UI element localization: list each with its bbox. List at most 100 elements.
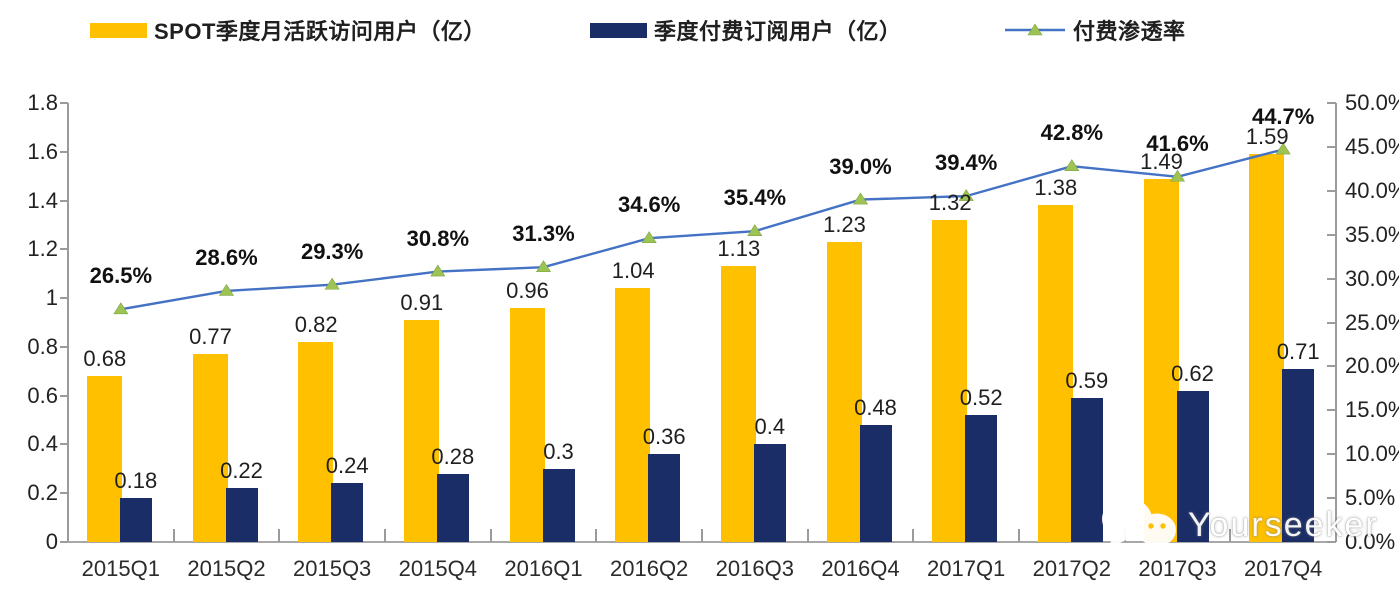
line-marker-icon <box>324 277 340 290</box>
left-axis-tick <box>60 150 68 153</box>
left-axis-tick-label: 0.6 <box>27 382 58 408</box>
bar-subs <box>436 473 469 542</box>
line-marker-icon <box>535 260 552 272</box>
left-axis-tick <box>60 443 68 446</box>
bar-value-label-subs: 0.24 <box>325 453 369 479</box>
right-axis-tick <box>1327 453 1336 456</box>
right-axis-tick-label: 45.0% <box>1345 133 1399 159</box>
right-axis-tick-label: 0.0% <box>1345 529 1396 554</box>
line-marker-icon <box>218 283 235 296</box>
line-marker-icon <box>1005 22 1065 38</box>
x-axis-category-label: 2016Q3 <box>715 556 794 581</box>
right-axis-tick-label: 40.0% <box>1345 177 1399 203</box>
bar-value-label-mau: 0.82 <box>294 312 338 337</box>
x-axis-tick <box>489 529 492 542</box>
line-marker-icon <box>430 264 446 277</box>
wechat-icon <box>1100 496 1178 554</box>
left-axis-tick <box>60 199 68 202</box>
left-axis-tick-label: 0.4 <box>27 431 58 457</box>
bar-subs <box>1282 368 1315 542</box>
watermark: Yourseeker <box>1100 496 1379 554</box>
bar-value-label-mau: 1.13 <box>717 236 761 262</box>
x-axis-category-label: 2015Q3 <box>293 556 372 581</box>
left-axis-tick-label: 1.4 <box>27 187 58 213</box>
bar-mau <box>615 288 651 542</box>
right-axis-tick <box>1327 541 1336 543</box>
right-axis-tick <box>1327 145 1336 148</box>
penetration-label: 35.4% <box>723 185 787 211</box>
bar-value-label-subs: 0.59 <box>1065 368 1109 394</box>
penetration-label: 31.3% <box>512 221 575 247</box>
right-axis-tick-label: 20.0% <box>1345 353 1399 379</box>
left-axis-tick-label: 0 <box>45 529 58 554</box>
right-axis-tick-label: 30.0% <box>1345 265 1399 291</box>
x-axis-tick <box>384 529 386 542</box>
left-axis-line <box>67 103 69 542</box>
right-axis-tick-label: 5.0% <box>1345 485 1396 511</box>
left-axis-tick-label: 1.2 <box>27 236 58 262</box>
left-axis-tick <box>60 345 68 348</box>
x-axis-category-label: 2015Q2 <box>187 556 266 581</box>
left-axis-tick <box>60 541 68 543</box>
penetration-label: 39.4% <box>934 150 998 176</box>
bar-value-label-mau: 1.04 <box>611 258 655 284</box>
right-axis-tick <box>1327 409 1336 412</box>
line-marker-icon <box>113 302 129 315</box>
bar-mau <box>298 342 334 542</box>
right-axis-tick-label: 50.0% <box>1345 90 1399 115</box>
x-axis-category-label: 2017Q1 <box>927 556 1006 581</box>
penetration-label: 42.8% <box>1040 120 1104 146</box>
bar-value-label-subs: 0.52 <box>959 385 1003 411</box>
right-axis-tick-label: 25.0% <box>1345 309 1399 335</box>
watermark-text: Yourseeker <box>1188 505 1379 544</box>
x-axis-category-label: 2016Q2 <box>610 556 689 581</box>
x-axis-category-label: 2017Q2 <box>1032 556 1111 581</box>
right-axis-tick <box>1327 277 1336 280</box>
bar-mau <box>509 307 545 542</box>
left-axis-tick <box>60 394 68 397</box>
bar-value-label-subs: 0.48 <box>854 394 897 420</box>
bar-value-label-subs: 0.71 <box>1276 338 1320 364</box>
x-axis-tick <box>701 529 703 542</box>
line-marker-icon <box>852 192 869 205</box>
bar-subs <box>225 488 258 542</box>
legend-label-penetration: 付费渗透率 <box>1073 19 1186 44</box>
left-axis-tick-label: 0.8 <box>27 333 58 359</box>
bar-value-label-subs: 0.4 <box>754 414 786 440</box>
bar-value-label-subs: 0.18 <box>114 468 158 494</box>
bar-subs <box>1176 390 1209 542</box>
right-axis-tick <box>1327 102 1336 104</box>
bar-subs <box>753 444 786 542</box>
right-axis-line <box>1335 103 1337 542</box>
bar-subs <box>648 454 681 542</box>
x-axis-tick <box>806 529 809 542</box>
bar-mau <box>86 376 122 542</box>
left-axis-tick <box>60 248 68 251</box>
bar-subs <box>542 468 575 542</box>
x-axis-tick <box>172 529 175 542</box>
legend-item-mau: SPOT季度月活跃访问用户（亿） <box>90 16 486 44</box>
bar-value-label-mau: 0.96 <box>506 277 549 303</box>
right-axis-tick <box>1327 189 1336 192</box>
x-axis-category-label: 2015Q4 <box>398 556 477 581</box>
legend-item-subs: 季度付费订阅用户（亿） <box>590 16 902 44</box>
bar-subs <box>1070 398 1103 542</box>
bar-value-label-subs: 0.36 <box>642 424 686 450</box>
bar-value-label-subs: 0.28 <box>431 443 475 469</box>
bar-value-label-mau: 1.32 <box>928 190 972 216</box>
left-axis-tick-label: 1.8 <box>27 90 58 115</box>
bar-value-label-mau: 0.77 <box>189 324 232 350</box>
legend-label-mau: SPOT季度月活跃访问用户（亿） <box>154 19 486 44</box>
bar-value-label-subs: 0.62 <box>1171 360 1214 386</box>
right-axis-tick <box>1327 233 1336 236</box>
bar-value-label-subs: 0.22 <box>220 458 263 484</box>
bar-subs <box>859 424 892 542</box>
legend-label-subs: 季度付费订阅用户（亿） <box>654 19 902 44</box>
penetration-label: 44.7% <box>1251 103 1315 129</box>
right-axis-tick-label: 15.0% <box>1345 397 1399 423</box>
bar-value-label-mau: 1.38 <box>1034 175 1078 201</box>
x-axis-tick <box>1018 529 1020 542</box>
right-axis-tick <box>1327 321 1336 324</box>
bar-value-label-mau: 0.91 <box>400 290 444 316</box>
